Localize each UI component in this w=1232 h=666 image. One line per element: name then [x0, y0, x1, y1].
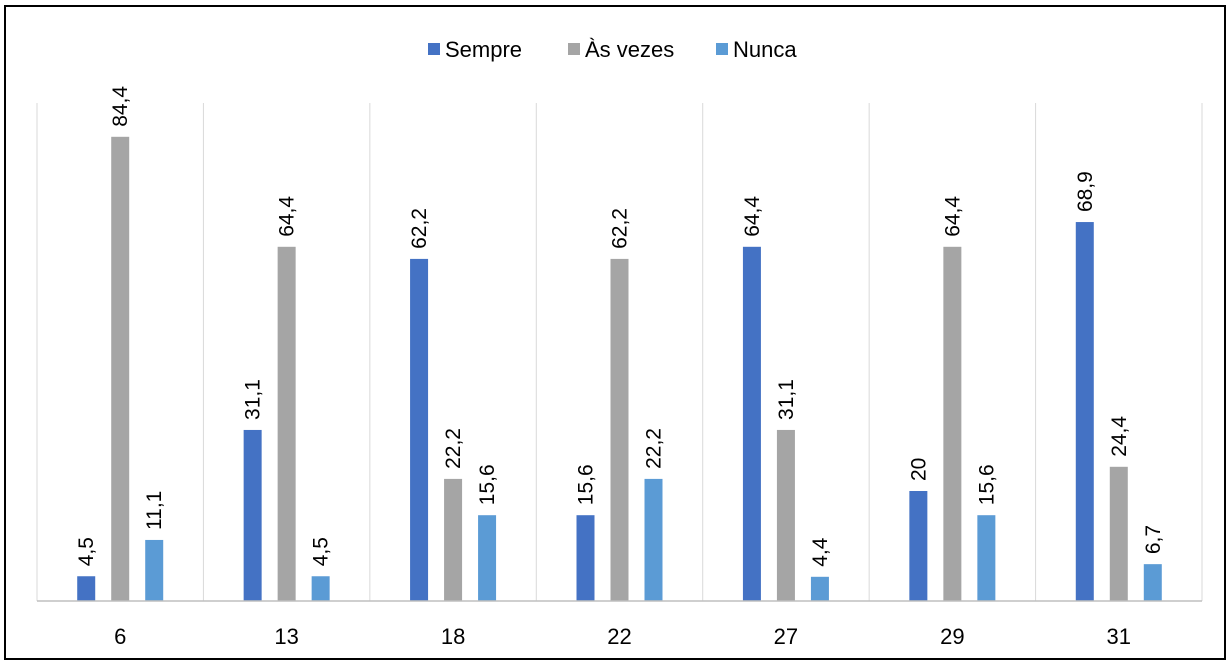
x-tick-label: 22: [607, 624, 631, 649]
bar: [311, 576, 330, 601]
bar: [909, 491, 928, 601]
legend-label: Sempre: [445, 37, 522, 62]
x-tick-label: 6: [114, 624, 126, 649]
data-label: 68,9: [1074, 171, 1097, 212]
bar: [977, 515, 996, 601]
data-label: 22,2: [442, 428, 465, 469]
bar: [478, 515, 497, 601]
data-label: 15,6: [975, 464, 998, 505]
bar: [1143, 564, 1162, 601]
bar: [111, 136, 130, 602]
bar: [243, 429, 262, 601]
x-tick-label: 18: [441, 624, 465, 649]
bar: [810, 576, 829, 601]
legend-swatch: [716, 43, 728, 55]
data-label: 64,4: [941, 196, 964, 237]
legend-label: Às vezes: [585, 37, 674, 62]
legend-label: Nunca: [733, 37, 797, 62]
data-label: 62,2: [609, 208, 632, 249]
data-label: 15,6: [575, 464, 598, 505]
bar: [943, 246, 962, 602]
data-label: 64,4: [741, 196, 764, 237]
data-label: 15,6: [476, 464, 499, 505]
data-label: 4,5: [310, 537, 333, 566]
data-label: 64,4: [276, 196, 299, 237]
chart-data-labels: 4,5 31,1 62,2 15,6 64,4 20 68,9 84,4 64,4 22,2 62,…: [75, 86, 1165, 567]
data-label: 84,4: [109, 86, 132, 127]
bar: [1109, 466, 1128, 601]
bar: [576, 515, 595, 601]
bar: [277, 246, 296, 602]
bar: [77, 576, 96, 601]
legend-swatch: [428, 43, 440, 55]
data-label: 24,4: [1108, 416, 1131, 457]
data-label: 31,1: [242, 379, 265, 420]
bar: [742, 246, 761, 602]
chart-grid: [36, 103, 1203, 601]
data-label: 6,7: [1142, 525, 1165, 554]
data-label: 4,4: [809, 537, 832, 567]
x-tick-label: 27: [774, 624, 798, 649]
data-label: 31,1: [775, 379, 798, 420]
data-label: 20: [907, 458, 930, 481]
chart-legend: Sempre Às vezes Nunca: [428, 37, 797, 62]
chart-x-axis: 6 13 18 22 27 29 31: [37, 600, 1202, 649]
bar: [1075, 222, 1094, 602]
bar: [444, 478, 463, 601]
data-label: 4,5: [75, 537, 98, 566]
x-tick-label: 13: [274, 624, 298, 649]
data-label: 11,1: [143, 491, 166, 530]
x-tick-label: 29: [940, 624, 964, 649]
data-label: 62,2: [408, 208, 431, 249]
bar: [610, 258, 629, 601]
bar: [776, 429, 795, 601]
legend-swatch: [568, 43, 580, 55]
x-tick-label: 31: [1107, 624, 1131, 649]
bar: [145, 539, 164, 601]
chart-bars: [77, 136, 1162, 602]
data-label: 22,2: [643, 428, 666, 469]
bar: [410, 258, 429, 601]
bar: [644, 478, 663, 601]
